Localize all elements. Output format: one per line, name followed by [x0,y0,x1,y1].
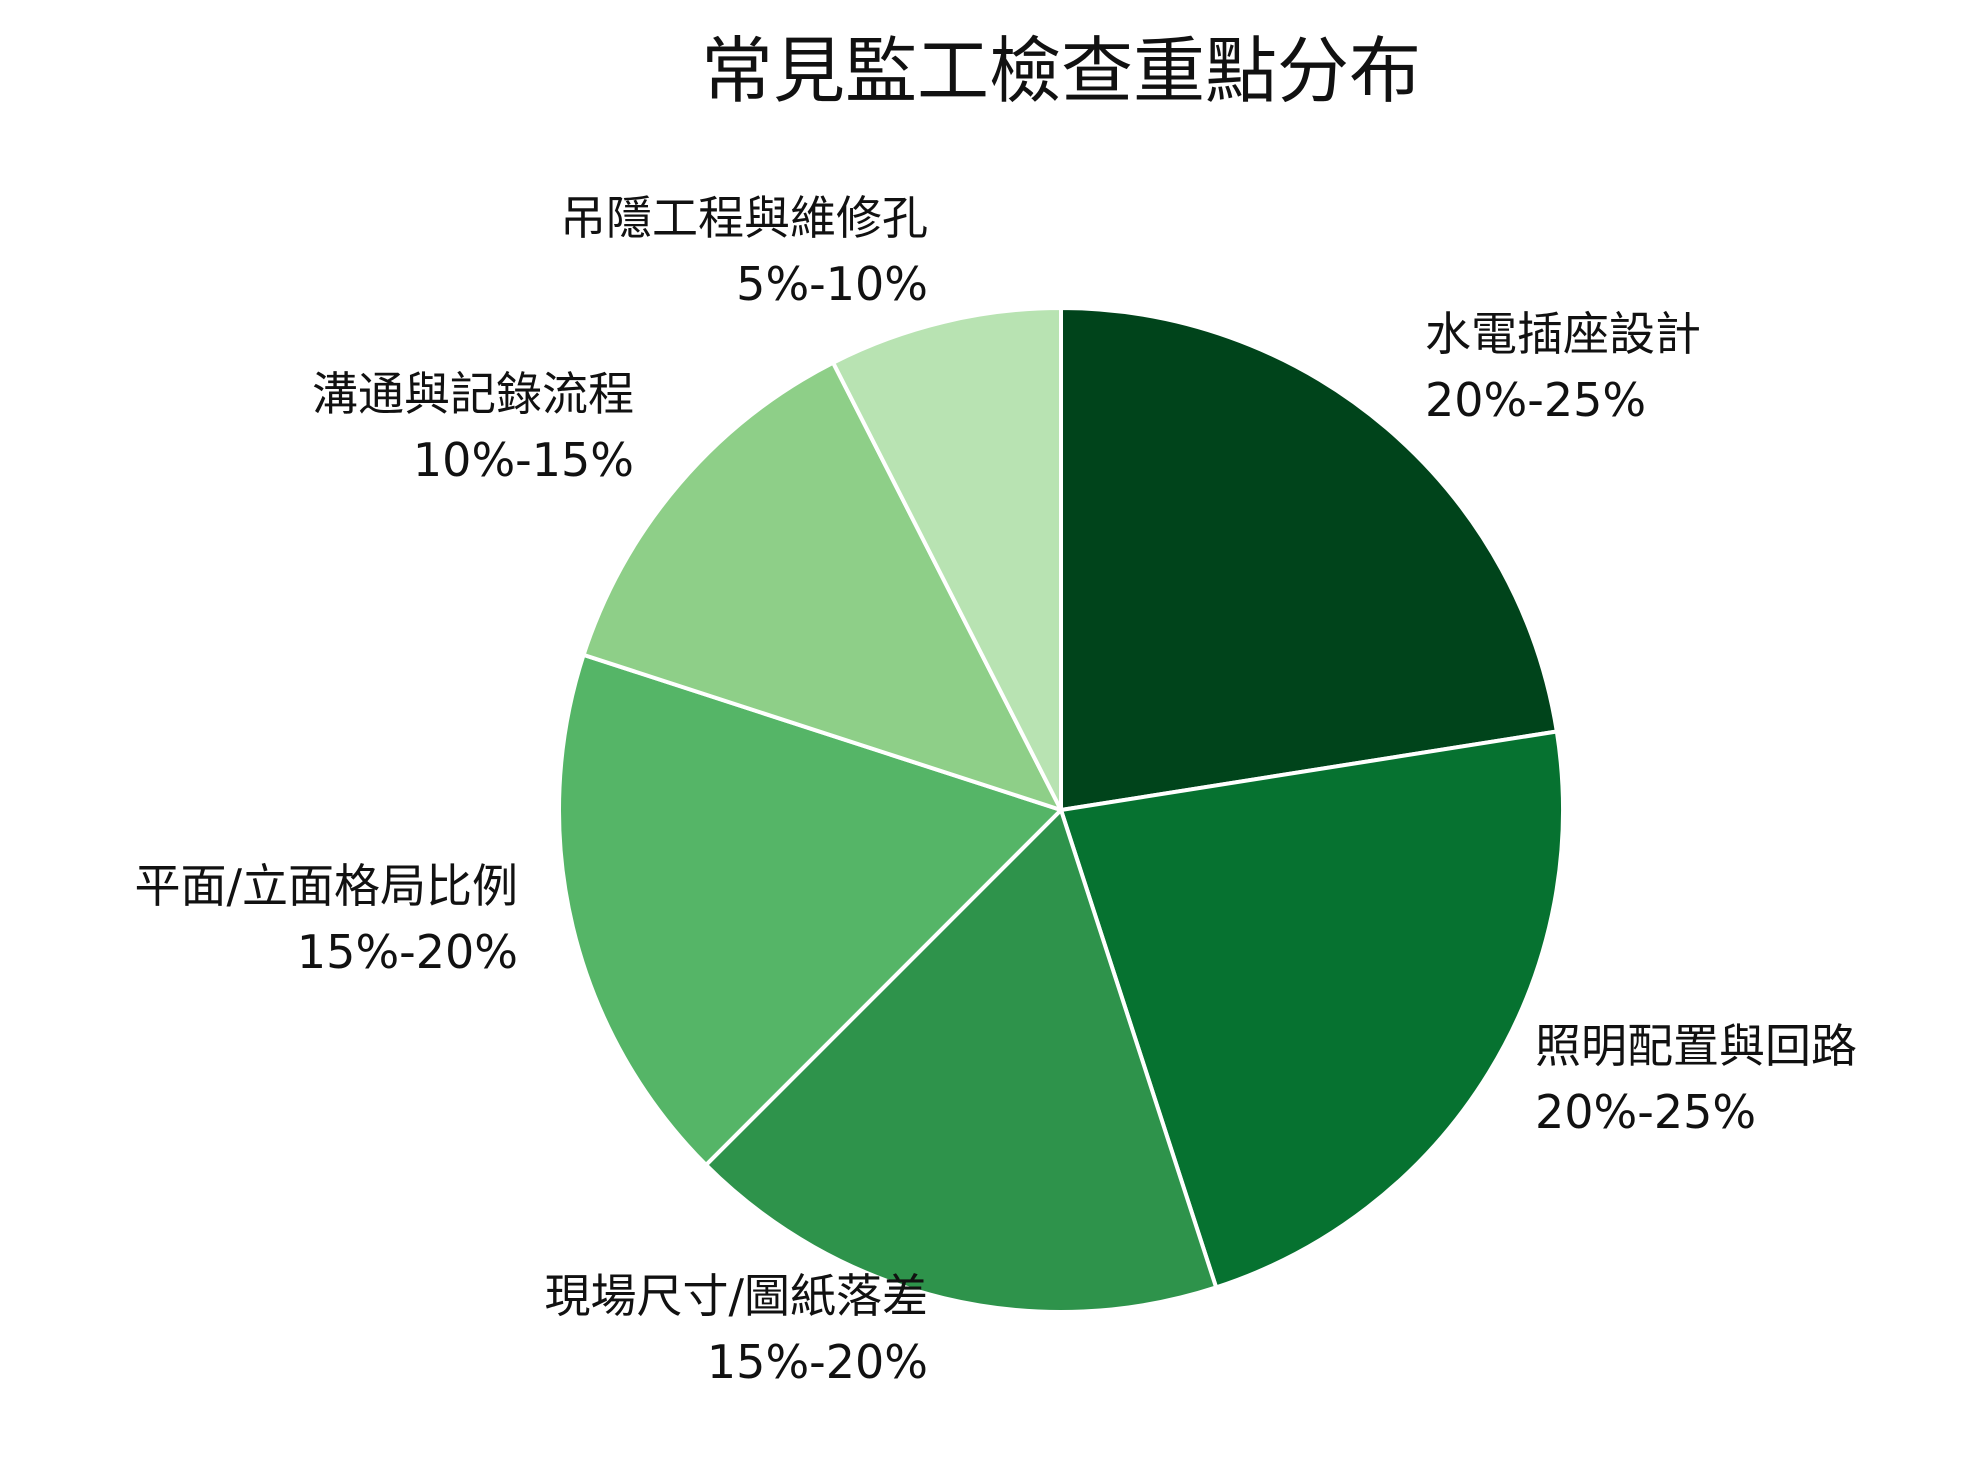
pie-slice-5 [581,360,1063,812]
pie-slice-4 [557,652,1063,1167]
slice-label-4: 平面/立面格局比例 [135,859,519,913]
pie-slices [557,306,1565,1314]
pie-slice-1 [1059,306,1559,812]
slice-range-6: 5%-10% [736,257,928,311]
slice-range-1: 20%-25% [1425,373,1646,427]
slice-range-5: 10%-15% [413,433,634,487]
slice-label-3: 現場尺寸/圖紙落差 [545,1269,929,1323]
pie-labels: 水電插座設計 20%-25% 照明配置與回路 20%-25% 現場尺寸/圖紙落差 15%-… [135,191,1858,1389]
chart-title: 常見監工檢查重點分布 [701,29,1421,113]
slice-label-5: 溝通與記錄流程 [312,367,634,421]
slice-range-3: 15%-20% [707,1335,928,1389]
slice-label-2: 照明配置與回路 [1535,1019,1857,1073]
slice-label-1: 水電插座設計 [1425,307,1701,361]
pie-slice-6 [831,306,1063,812]
slice-label-6: 吊隱工程與維修孔 [560,191,928,245]
pie-slice-3 [704,808,1219,1314]
slice-range-2: 20%-25% [1535,1085,1756,1139]
pie-slice-2 [1059,729,1565,1290]
slice-range-4: 15%-20% [297,925,518,979]
